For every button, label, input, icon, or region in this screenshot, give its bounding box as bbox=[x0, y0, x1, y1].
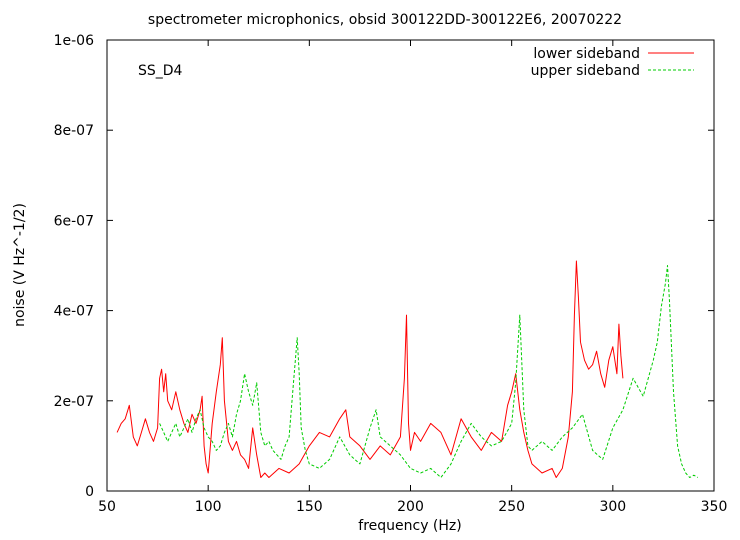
y-tick-label: 0 bbox=[85, 484, 94, 500]
x-tick-label: 200 bbox=[397, 499, 424, 515]
panel-annotation: SS_D4 bbox=[138, 63, 183, 79]
chart-title: spectrometer microphonics, obsid 300122D… bbox=[148, 12, 622, 28]
x-tick-label: 300 bbox=[599, 499, 626, 515]
x-tick-label: 50 bbox=[98, 499, 116, 515]
y-tick-label: 1e-06 bbox=[54, 33, 94, 49]
plot-frame bbox=[106, 39, 715, 492]
series-lower-sideband-line bbox=[116, 260, 624, 478]
y-tick-label: 8e-07 bbox=[54, 123, 94, 139]
legend-label: upper sideband bbox=[531, 63, 640, 79]
y-axis-label: noise (V Hz^-1/2) bbox=[12, 203, 28, 327]
x-tick-label: 250 bbox=[498, 499, 525, 515]
y-tick-label: 4e-07 bbox=[54, 304, 94, 320]
x-tick-label: 100 bbox=[195, 499, 222, 515]
x-axis-label: frequency (Hz) bbox=[358, 518, 461, 534]
x-tick-label: 350 bbox=[701, 499, 728, 515]
plot-area bbox=[116, 260, 699, 478]
x-axis: 50 100 150 200 250 300 350 bbox=[98, 40, 727, 515]
legend-label: lower sideband bbox=[533, 46, 640, 62]
series-upper-sideband-line bbox=[159, 265, 699, 478]
y-tick-label: 6e-07 bbox=[54, 213, 94, 229]
x-tick-label: 150 bbox=[296, 499, 323, 515]
y-axis: 0 2e-07 4e-07 6e-07 8e-07 1e-06 bbox=[54, 33, 714, 500]
y-tick-label: 2e-07 bbox=[54, 394, 94, 410]
